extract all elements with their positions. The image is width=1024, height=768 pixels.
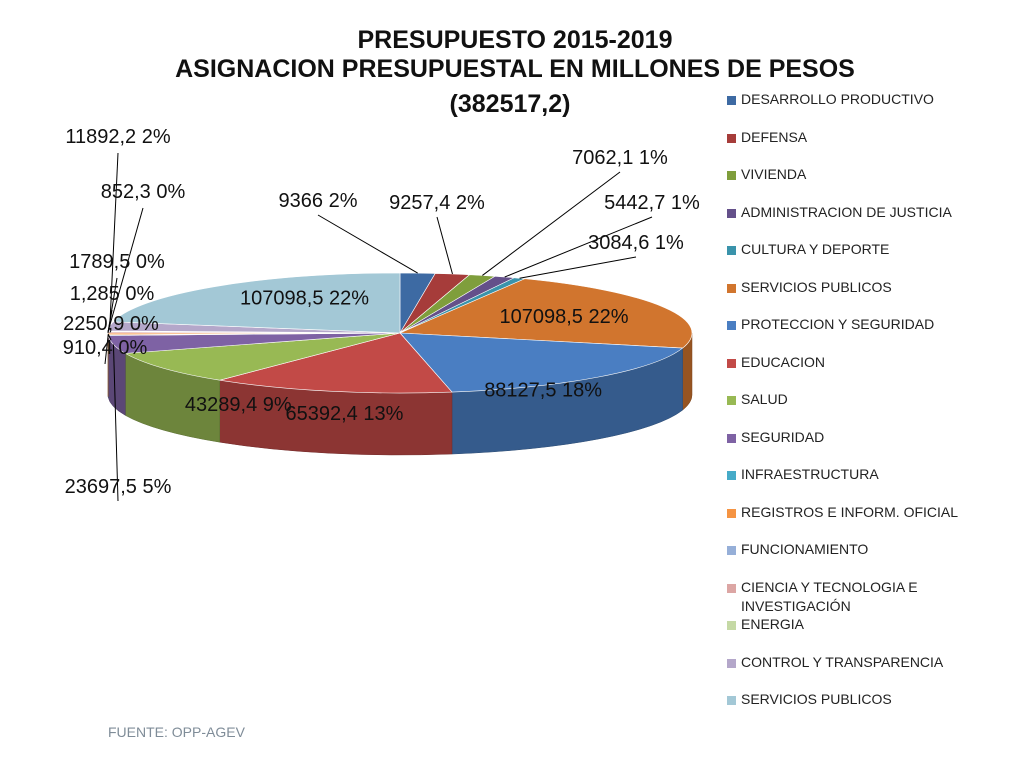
legend-label: SERVICIOS PUBLICOS	[741, 278, 892, 295]
legend-swatch	[727, 696, 736, 705]
data-label-6: 107098,5 22%	[499, 306, 628, 328]
legend-swatch	[727, 246, 736, 255]
source-note: FUENTE: OPP-AGEV	[108, 724, 245, 740]
legend-label: REGISTROS E INFORM. OFICIAL	[741, 503, 959, 520]
legend-swatch	[727, 471, 736, 480]
legend-swatch	[727, 583, 736, 593]
pie-slice-6	[399, 278, 693, 349]
label-leader-lines	[104, 152, 653, 502]
data-label-3: 7062,1 1%	[572, 147, 668, 169]
data-label-7: 88127,5 18%	[484, 379, 602, 401]
data-label-12: 2250,9 0%	[63, 313, 159, 335]
data-label-5: 3084,6 1%	[588, 232, 684, 254]
pie-slice-9	[124, 332, 401, 381]
leader-line-3	[482, 171, 621, 276]
legend-label: ENERGIA	[741, 616, 805, 632]
data-label-8: 65392,4 13%	[285, 403, 403, 425]
legend-swatch	[727, 321, 736, 330]
leader-line-10	[112, 344, 119, 502]
leader-line-15	[107, 207, 144, 332]
legend-swatch	[727, 283, 736, 293]
data-label-9: 43289,4 9%	[185, 394, 292, 416]
legend-label: EDUCACION	[741, 353, 826, 370]
pie-slice-8	[219, 332, 453, 394]
legend-label: PROTECCION Y SEGURIDAD	[741, 316, 935, 332]
data-label-13: 1,285 0%	[70, 283, 155, 305]
chart-title-line-2: ASIGNACION PRESUPUESTAL EN MILLONES DE P…	[175, 55, 855, 83]
data-label-14: 1789,5 0%	[69, 251, 165, 273]
legend-label: CONTROL Y TRANSPARENCIA	[741, 653, 944, 670]
pie-slice-17	[112, 272, 401, 334]
data-label-2: 9257,4 2%	[389, 192, 485, 214]
legend-label: SEGURIDAD	[741, 428, 825, 445]
legend-swatch	[727, 96, 736, 105]
leader-line-11	[104, 335, 109, 365]
data-label-4: 5442,7 1%	[604, 192, 700, 214]
legend-swatch	[727, 621, 736, 630]
leader-line-2	[436, 216, 453, 275]
chart-total: (382517,2)	[449, 90, 571, 118]
data-label-11: 910,4 0%	[63, 337, 148, 359]
legend-swatch	[727, 208, 736, 218]
data-label-1: 9366 2%	[279, 190, 358, 212]
legend-label: FUNCIONAMIENTO	[741, 541, 869, 557]
legend-swatch	[727, 433, 736, 443]
data-label-16: 11892,2 2%	[65, 126, 170, 148]
data-label-15: 852,3 0%	[101, 181, 186, 203]
leader-line-12	[107, 333, 112, 341]
legend-label: ADMINISTRACION DE JUSTICIA	[741, 203, 952, 220]
legend-label: DESARROLLO PRODUCTIVO	[741, 91, 934, 107]
legend-label: SERVICIOS PUBLICOS	[741, 691, 892, 707]
legend-label: CIENCIA Y TECNOLOGIA E INVESTIGACIÓN	[741, 578, 918, 614]
pie-slice-7	[399, 332, 684, 393]
legend-label: DEFENSA	[741, 128, 808, 145]
leader-line-5	[519, 256, 637, 279]
data-label-10: 23697,5 5%	[65, 476, 172, 498]
data-labels: 9366 2% 9257,4 2% 7062,1 1% 5442,7 1% 3084,6…	[63, 126, 700, 498]
pie-sides	[107, 332, 693, 456]
legend-label: INFRAESTRUCTURA	[741, 466, 879, 482]
chart-title-line-1: PRESUPUESTO 2015-2019	[357, 26, 673, 54]
legend-swatch	[727, 396, 736, 405]
legend-swatch	[727, 546, 736, 555]
leader-line-16	[109, 152, 119, 327]
leader-line-4	[504, 216, 653, 278]
legend-label: VIVIENDA	[741, 166, 807, 182]
legend-swatch	[727, 358, 736, 368]
data-label-17: 107098,5 22%	[240, 287, 369, 309]
leader-line-1	[317, 214, 418, 274]
legend-swatch	[727, 508, 736, 518]
legend-swatch	[727, 171, 736, 180]
legend-swatch	[727, 133, 736, 143]
legend-label: CULTURA Y DEPORTE	[741, 241, 890, 257]
pie-tops	[107, 272, 693, 394]
legend-swatch	[727, 658, 736, 668]
legend-label: SALUD	[741, 391, 788, 407]
